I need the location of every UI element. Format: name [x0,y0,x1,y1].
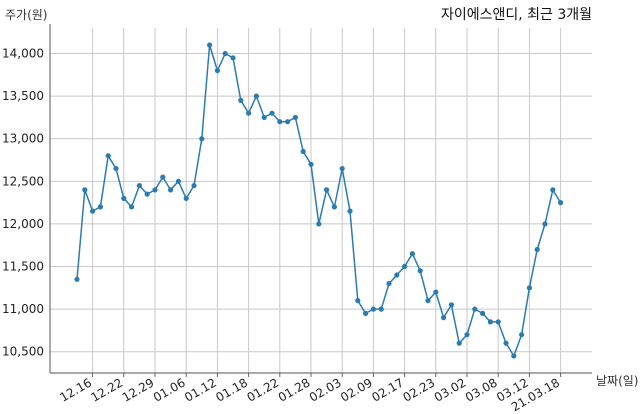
data-point [558,200,564,206]
data-point [487,319,493,325]
y-tick-label: 14,000 [2,47,44,61]
data-point [292,114,298,121]
data-point [152,187,158,193]
x-axis-title: 날짜(일) [596,374,638,388]
data-point [199,136,205,142]
chart-title: 자이에스앤디, 최근 3개월 [441,7,592,23]
data-point [394,272,400,278]
x-tick-label: 01.18 [213,375,250,404]
data-point [550,187,556,193]
data-point [425,297,431,304]
data-point [160,174,166,180]
data-point [417,268,423,274]
data-point [472,306,478,312]
data-point [82,187,88,193]
data-point [355,297,361,304]
data-point [456,340,462,346]
data-point [175,178,181,184]
data-point [433,289,439,295]
x-tick-label: 01.12 [182,375,219,404]
data-point [277,119,283,125]
data-point [222,50,228,57]
data-point [136,182,142,189]
data-point [129,204,135,210]
y-tick-label: 12,500 [2,174,44,188]
y-tick-label: 13,500 [2,89,44,103]
x-tick-label: 02.03 [307,375,344,404]
data-point [168,187,174,193]
x-tick-label: 12.22 [89,375,126,404]
data-point [113,165,119,172]
data-point [105,153,111,159]
data-point [261,114,267,121]
data-point [511,353,517,359]
axes [49,24,592,377]
y-tick-label: 12,000 [2,217,44,231]
x-tick-label: 02.17 [369,375,406,404]
grid [50,28,592,373]
data-point [214,67,220,74]
data-point [253,93,259,99]
x-tick-label: 01.22 [245,375,282,404]
data-point [97,204,103,210]
y-tick-label: 11,500 [2,260,44,274]
data-point [534,246,540,253]
x-tick-label: 03.02 [432,375,469,404]
price-series [74,42,564,359]
data-point [339,165,345,172]
data-point [246,110,252,116]
y-tick-label: 11,000 [2,302,44,316]
y-tick-label: 10,500 [2,345,44,359]
data-point [495,319,501,325]
data-point [230,55,236,61]
data-point [378,306,384,312]
x-tick-label: 12.29 [120,375,157,404]
data-point [526,285,533,291]
data-point [324,187,330,193]
x-tick-label: 03.08 [463,375,500,404]
data-point [441,315,447,321]
data-point [370,306,376,312]
data-point [183,195,189,201]
data-point [144,191,150,197]
data-point [363,310,369,316]
data-point [316,221,322,227]
x-tick-label: 01.06 [151,375,188,404]
data-point [121,195,127,201]
data-point [402,263,408,270]
data-point [90,208,96,214]
data-point [300,148,306,155]
data-point [74,276,80,282]
data-point [519,332,525,338]
data-point [285,119,291,125]
data-point [464,332,470,338]
data-point [191,182,197,189]
data-point [207,42,213,48]
data-point [347,208,353,214]
data-point [409,251,415,257]
data-point [269,110,275,116]
data-point [386,280,392,287]
y-tick-label: 13,000 [2,132,44,146]
data-point [448,302,454,308]
data-point [542,221,548,227]
x-tick-labels: 12.1612.2212.2901.0601.1201.1801.2201.28… [57,375,562,414]
data-point [480,310,486,316]
data-point [238,97,244,104]
x-tick-label: 02.09 [338,375,375,404]
data-point [331,204,337,210]
y-tick-labels: 10,500 11,000 11,500 12,000 12,500 13,000 13,5… [2,47,44,359]
y-axis-title: 주가(원) [5,8,47,22]
x-tick-label: 01.28 [276,375,313,404]
x-tick-label: 02.23 [401,375,438,404]
data-point [503,340,509,346]
x-tick-label: 12.16 [57,375,94,404]
data-point [308,161,314,167]
